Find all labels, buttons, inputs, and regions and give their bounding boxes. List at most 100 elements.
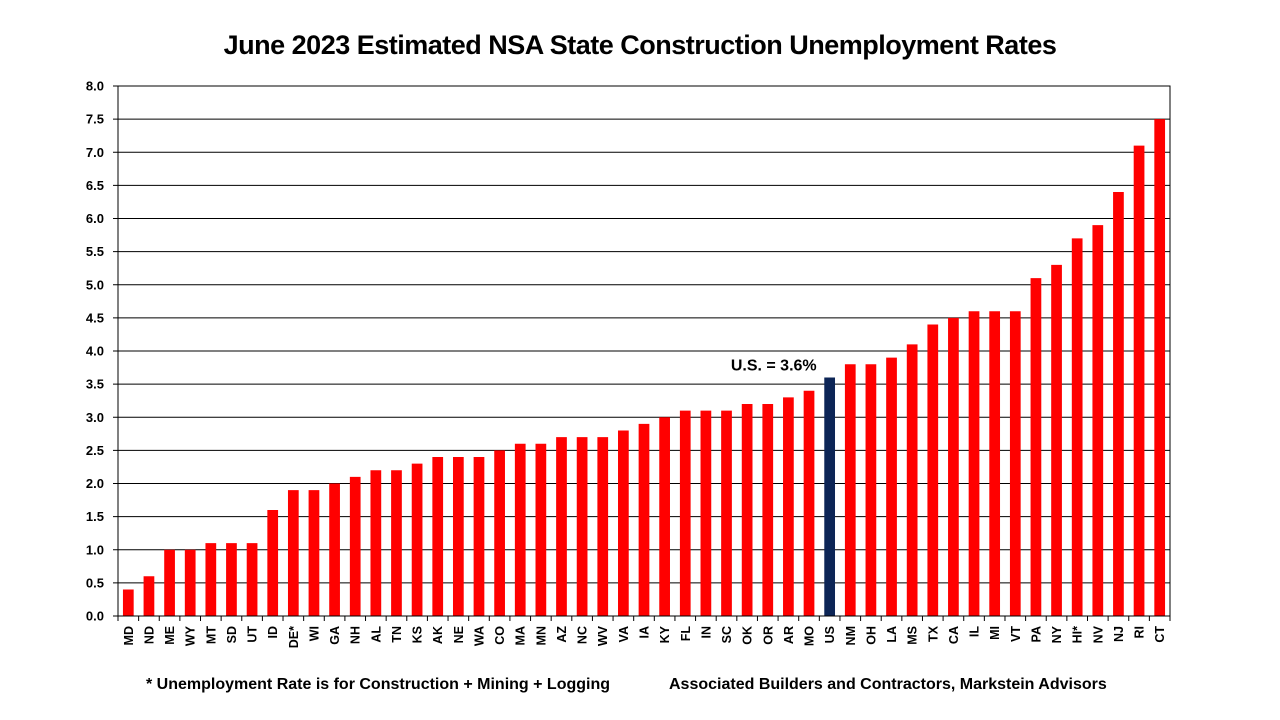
x-tick-label: FL [679,626,693,642]
x-tick-label: AR [782,626,796,644]
x-tick-label: DE* [287,626,301,648]
bar-or [762,404,774,616]
bar-mi [989,311,1001,616]
x-tick-label: OR [761,626,775,645]
x-tick-label: KY [658,625,672,643]
bar-nh [349,476,361,616]
bar-pa [1030,278,1042,616]
x-tick-label: WI [307,626,321,641]
bar-ak [432,457,444,616]
x-tick-label: VA [617,626,631,642]
bar-wy [184,549,196,616]
bar-de [287,490,299,616]
x-tick-label: NC [576,626,590,644]
x-tick-label: ID [266,626,280,639]
bar-al [370,470,382,616]
x-tick-label: NM [844,626,858,645]
bar-ut [246,543,258,616]
y-tick-label: 2.5 [86,443,104,458]
x-tick-label: GA [328,626,342,645]
bar-mo [803,390,815,616]
bar-oh [865,364,877,616]
bar-ca [948,317,959,616]
bar-nj [1113,192,1124,616]
x-tick-label: NV [1091,625,1105,643]
x-tick-label: NY [1050,625,1064,643]
bar-ks [411,463,423,616]
footnote-source: Associated Builders and Contractors, Mar… [669,676,1107,693]
bar-tn [391,470,402,616]
bar-me [164,549,175,616]
x-tick-label: ND [142,626,156,644]
y-tick-label: 1.5 [86,509,104,524]
x-tick-label: ME [163,626,177,645]
x-tick-label: AL [369,626,383,643]
x-tick-label: HI* [1071,626,1085,644]
y-tick-label: 5.5 [86,244,104,259]
x-tick-label: UT [246,626,260,643]
y-tick-label: 3.5 [86,377,104,392]
y-tick-label: 7.0 [86,145,104,160]
x-tick-label: US [823,626,837,643]
bar-wv [597,437,609,616]
bar-id [267,510,279,616]
x-tick-label: NE [452,626,466,643]
x-tick-label: CA [947,626,961,644]
bar-hi [1071,238,1083,616]
x-axis-ticks: MD ND ME WY MT SD UT ID DE* WI GA NH AL TN KS AK NE WA CO M… [117,616,1171,648]
x-tick-label: AK [431,626,445,644]
us-annotation: U.S. = 3.6% [731,358,817,375]
y-tick-label: 8.0 [86,79,104,94]
bar-ri [1133,145,1145,616]
bar-ar [783,397,794,616]
x-tick-label: MS [906,626,920,645]
y-tick-label: 7.5 [86,112,104,127]
bar-nc [576,437,588,616]
x-tick-label: TN [390,626,404,643]
bar-nm [844,364,856,616]
footnote-mining-logging: * Unemployment Rate is for Construction … [146,676,611,693]
x-tick-label: MO [803,626,817,646]
bar-sd [226,543,237,616]
x-tick-label: CO [493,626,507,645]
x-tick-label: MN [534,626,548,645]
y-tick-label: 4.5 [86,310,104,325]
x-tick-label: RI [1133,626,1147,639]
x-tick-label: AZ [555,626,569,643]
bar-ne [452,457,464,616]
bar-la [886,357,897,616]
x-tick-label: IN [699,626,713,639]
y-tick-label: 0.5 [86,575,104,590]
bar-wa [473,457,485,616]
bar-ny [1051,264,1062,616]
x-tick-label: KS [411,626,425,643]
x-tick-label: CT [1153,626,1167,643]
x-tick-label: WV [596,625,610,646]
x-tick-label: LA [885,626,899,643]
bar-mt [205,543,217,616]
x-tick-label: OK [741,626,755,645]
x-tick-label: NJ [1112,626,1126,642]
bar-ky [659,417,670,616]
x-tick-label: OH [864,626,878,645]
x-tick-label: SD [225,626,239,643]
x-tick-label: VT [1009,626,1023,642]
bar-ms [906,344,918,616]
x-tick-label: IA [638,626,652,639]
bar-mn [535,443,547,616]
y-tick-label: 2.0 [86,476,104,491]
x-tick-label: WA [472,626,486,646]
chart-title: June 2023 Estimated NSA State Constructi… [223,30,1057,60]
bar-nv [1092,225,1104,616]
bars [122,119,1166,616]
x-tick-label: IL [968,626,982,637]
y-tick-label: 5.0 [86,277,104,292]
x-tick-label: MT [204,626,218,644]
x-tick-label: TX [926,625,940,642]
y-tick-label: 3.0 [86,410,104,425]
bar-ia [638,423,650,616]
x-tick-label: MI [988,626,1002,640]
y-tick-label: 4.0 [86,344,104,359]
bar-ma [514,443,526,616]
x-tick-label: PA [1029,626,1043,642]
